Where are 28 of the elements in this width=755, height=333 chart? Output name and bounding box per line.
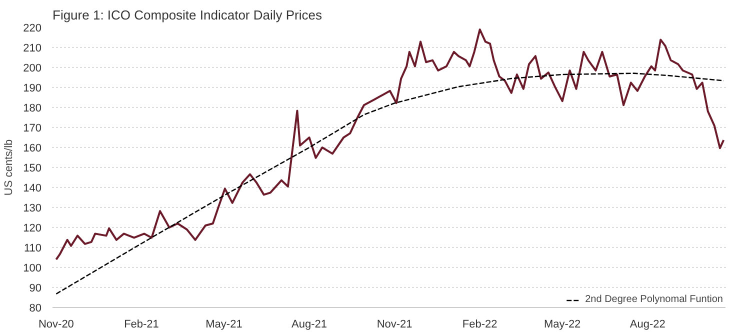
x-tick-label: May-21 — [206, 318, 242, 330]
y-tick-label: 110 — [24, 242, 42, 254]
line-series — [55, 28, 725, 260]
y-tick-label: 170 — [23, 122, 42, 134]
line-series — [56, 72, 724, 295]
x-tick-label: May-22 — [544, 318, 581, 330]
y-tick-label: 100 — [23, 262, 42, 274]
y-tick-label: 120 — [23, 222, 42, 234]
y-tick-label: 180 — [23, 102, 42, 114]
x-tick-label: Nov-21 — [376, 318, 412, 330]
x-tick-label: Aug-22 — [630, 318, 666, 330]
x-tick-label: Feb-22 — [462, 318, 498, 330]
y-tick-label: 200 — [23, 62, 42, 74]
y-tick-label: 150 — [23, 162, 42, 174]
y-tick-label: 210 — [23, 42, 42, 54]
x-tick-label: Feb-21 — [124, 318, 159, 330]
x-tick-label: Aug-21 — [292, 318, 328, 330]
y-tick-label: 140 — [23, 182, 42, 194]
y-tick-label: 80 — [29, 302, 42, 314]
y-tick-label: 160 — [23, 142, 42, 154]
y-tick-label: 130 — [23, 202, 42, 214]
x-tick-label: Nov-20 — [38, 318, 74, 330]
y-tick-label: 220 — [23, 22, 42, 34]
y-axis-title: US cents/lb — [3, 139, 16, 196]
y-tick-label: 90 — [29, 282, 42, 294]
y-tick-label: 190 — [23, 82, 42, 94]
legend-label: 2nd Degree Polynomal Funtion — [585, 294, 723, 305]
chart-title: Figure 1: ICO Composite Indicator Daily Prices — [52, 8, 322, 22]
